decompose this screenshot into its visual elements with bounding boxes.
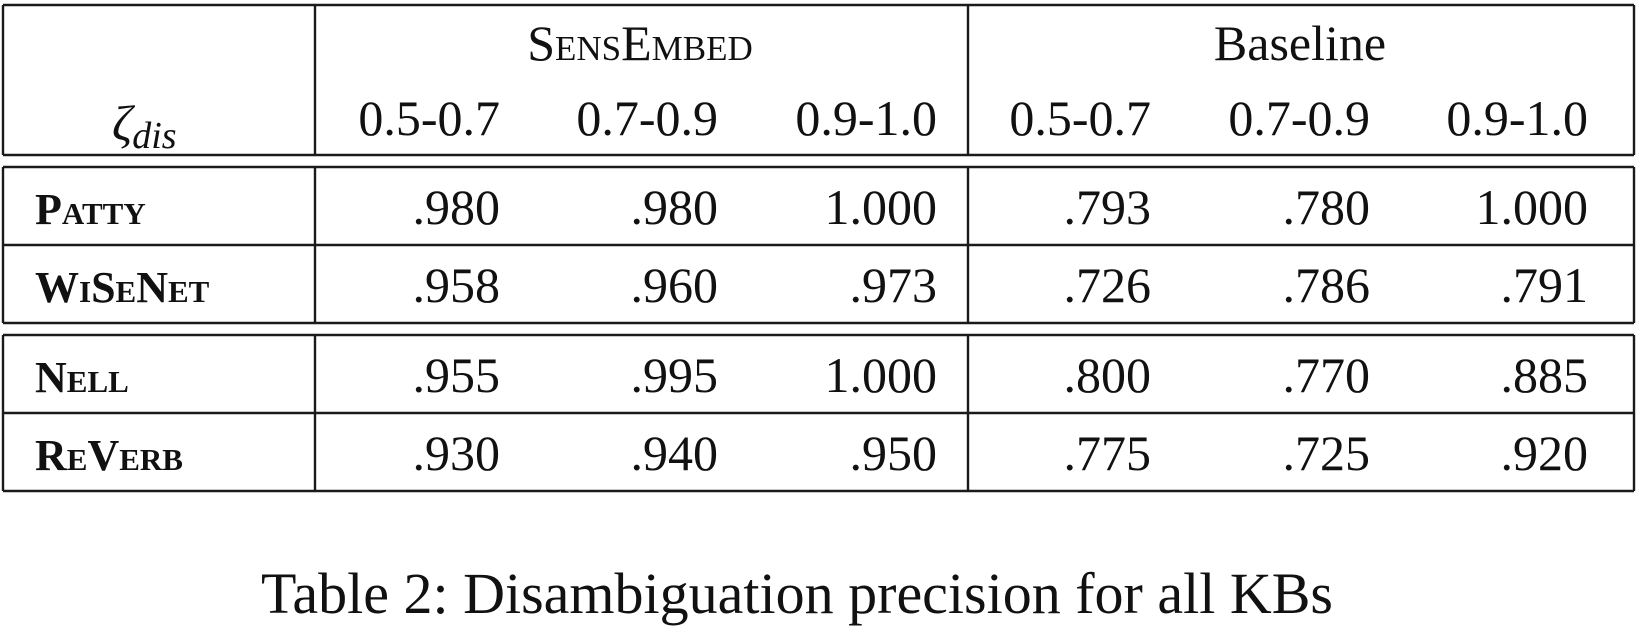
table-cell: .980 — [413, 179, 501, 235]
range-header: 0.5-0.7 — [358, 90, 500, 146]
table-cell: .955 — [413, 347, 501, 403]
table-cell: .726 — [1064, 257, 1152, 313]
kb-name: Patty — [35, 185, 146, 234]
kb-name: WiSeNet — [35, 263, 210, 312]
table-cell: .793 — [1064, 179, 1152, 235]
table-cell: .800 — [1064, 347, 1152, 403]
table-cell: .930 — [413, 425, 501, 481]
range-header: 0.9-1.0 — [1446, 90, 1588, 146]
table-cell: .973 — [850, 257, 938, 313]
table-cell: 1.000 — [825, 179, 938, 235]
table-row: Nell .955 .995 1.000 .800 .770 .885 — [35, 347, 1588, 403]
table-cell: .791 — [1501, 257, 1589, 313]
group-header-sensembed: SensEmbed — [527, 15, 753, 71]
table-cell: .725 — [1283, 425, 1371, 481]
table-caption: Table 2: Disambiguation precision for al… — [261, 561, 1333, 626]
table-cell: .770 — [1283, 347, 1371, 403]
table-cell: .920 — [1501, 425, 1589, 481]
range-header: 0.7-0.9 — [576, 90, 718, 146]
table-cell: .958 — [413, 257, 501, 313]
table-cell: .786 — [1283, 257, 1371, 313]
table-cell: .960 — [631, 257, 719, 313]
table-row: Patty .980 .980 1.000 .793 .780 1.000 — [35, 179, 1588, 235]
range-header: 0.9-1.0 — [795, 90, 937, 146]
range-header: 0.5-0.7 — [1009, 90, 1151, 146]
table-cell: .995 — [631, 347, 719, 403]
table-row: WiSeNet .958 .960 .973 .726 .786 .791 — [35, 257, 1588, 313]
table-cell: 1.000 — [825, 347, 938, 403]
kb-name: ReVerb — [35, 431, 183, 480]
table-cell: 1.000 — [1476, 179, 1589, 235]
table-cell: .780 — [1283, 179, 1371, 235]
table-cell: .980 — [631, 179, 719, 235]
table-cell: .950 — [850, 425, 938, 481]
table-cell: .775 — [1064, 425, 1152, 481]
group-header-baseline: Baseline — [1214, 15, 1386, 71]
table-cell: .940 — [631, 425, 719, 481]
table-row: ReVerb .930 .940 .950 .775 .725 .920 — [35, 425, 1588, 481]
table-cell: .885 — [1501, 347, 1589, 403]
table-rules — [1, 3, 1636, 493]
zeta-dis-label: ζdis — [112, 95, 177, 157]
kb-name: Nell — [35, 353, 129, 402]
range-header: 0.7-0.9 — [1228, 90, 1370, 146]
